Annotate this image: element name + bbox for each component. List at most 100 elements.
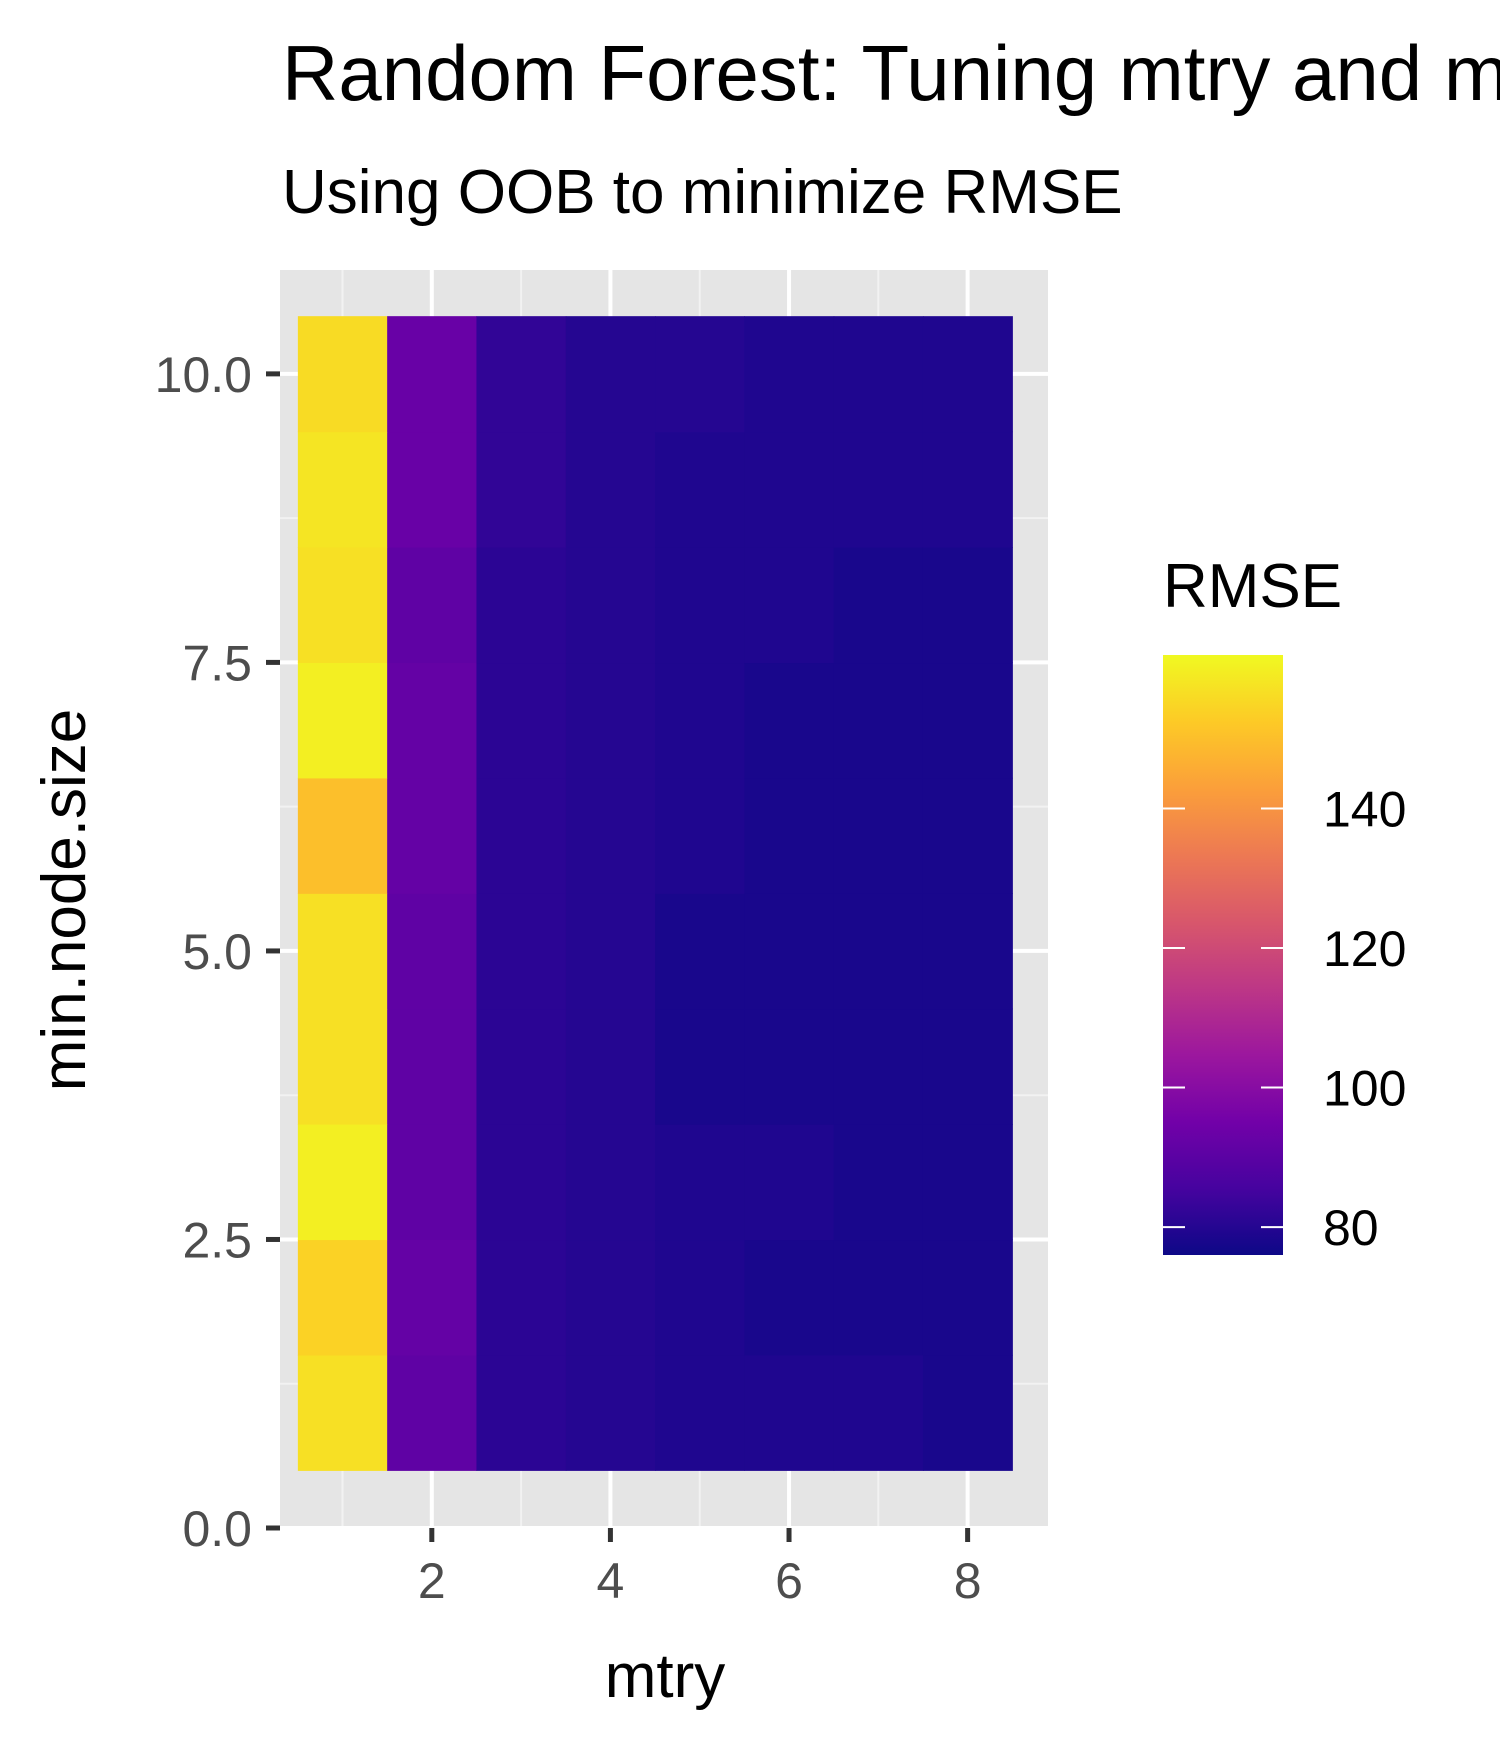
x-tick-label: 8 [954, 1553, 982, 1609]
heatmap-tile [922, 431, 1013, 548]
heatmap-tile [476, 1239, 567, 1356]
heatmap-tile [744, 1124, 835, 1241]
legend-break-label: 140 [1323, 781, 1406, 837]
legend-title: RMSE [1163, 552, 1342, 621]
heatmap-tile [833, 546, 924, 664]
plot-panel [280, 270, 1048, 1530]
heatmap-tile [387, 1124, 478, 1241]
y-axis: 0.0 2.5 5.0 7.5 10.0 [155, 347, 280, 1557]
heatmap-tile [744, 662, 835, 779]
heatmap-tile [297, 777, 388, 894]
y-tick-label: 2.5 [182, 1212, 252, 1268]
legend-break-label: 120 [1323, 921, 1406, 977]
y-tick-label: 5.0 [182, 924, 252, 980]
heatmap-tile [297, 1124, 388, 1241]
heatmap-tile [922, 1354, 1013, 1471]
heatmap-tile [476, 546, 567, 664]
heatmap-tile [655, 316, 745, 433]
heatmap-tile [297, 431, 388, 548]
heatmap-tile [833, 777, 924, 894]
heatmap-tile [744, 1239, 835, 1356]
y-tick-label: 0.0 [182, 1501, 252, 1557]
heatmap-tile [655, 546, 745, 664]
heatmap-tile [297, 662, 388, 779]
heatmap-tile [655, 1008, 745, 1125]
heatmap-tile [297, 1008, 388, 1125]
heatmap-tile [297, 1239, 388, 1356]
color-legend: RMSE 80 100 120 140 [1163, 552, 1406, 1256]
y-tick-label: 7.5 [182, 635, 252, 691]
heatmap-tile [476, 1354, 567, 1471]
heatmap-tile [565, 316, 656, 433]
heatmap-tile [297, 893, 388, 1010]
heatmap-tile [922, 777, 1013, 894]
chart-title: Random Forest: Tuning mtry and min.node.… [282, 29, 1500, 117]
heatmap-tile [476, 777, 567, 894]
heatmap-tile [476, 893, 567, 1010]
legend-break-label: 100 [1323, 1061, 1406, 1117]
heatmap-tile [655, 1354, 745, 1471]
heatmap-tile [655, 662, 745, 779]
heatmap-tile [565, 546, 656, 664]
heatmap-tile [565, 893, 656, 1010]
heatmap-tile [387, 546, 478, 664]
heatmap-tile [387, 662, 478, 779]
heatmap-tile [655, 777, 745, 894]
heatmap-tile [744, 1354, 835, 1471]
heatmap-tile [297, 546, 388, 664]
heatmap-tile [476, 431, 567, 548]
heatmap-tile [833, 1008, 924, 1125]
heatmap-tile [922, 662, 1013, 779]
heatmap-tile [922, 1124, 1013, 1241]
x-tick-label: 2 [418, 1553, 446, 1609]
heatmap-tile [476, 316, 567, 433]
heatmap-tile [387, 893, 478, 1010]
x-tick-label: 6 [775, 1553, 803, 1609]
heatmap-tile [655, 893, 745, 1010]
heatmap-tile [922, 893, 1013, 1010]
heatmap-tiles [297, 316, 1013, 1471]
heatmap-tile [922, 546, 1013, 664]
legend-break-label: 80 [1323, 1200, 1379, 1256]
heatmap-tile [655, 1124, 745, 1241]
heatmap-tile [744, 1008, 835, 1125]
heatmap-tile [297, 316, 388, 433]
heatmap-tile [476, 1008, 567, 1125]
heatmap-tile [387, 1354, 478, 1471]
heatmap-tile [387, 777, 478, 894]
heatmap-tile [387, 431, 478, 548]
heatmap-tile [565, 662, 656, 779]
heatmap-tile [744, 546, 835, 664]
heatmap-tile [565, 431, 656, 548]
heatmap-tile [565, 1354, 656, 1471]
heatmap-tile [833, 1124, 924, 1241]
heatmap-tile [565, 1008, 656, 1125]
x-axis: 2 4 6 8 [418, 1528, 982, 1609]
legend-colorbar [1163, 655, 1283, 1255]
legend-ticks: 80 100 120 140 [1163, 781, 1406, 1256]
chart-subtitle: Using OOB to minimize RMSE [282, 158, 1123, 227]
heatmap-tile [833, 431, 924, 548]
heatmap-tile [833, 1354, 924, 1471]
heatmap-tile [833, 662, 924, 779]
heatmap-tile [833, 316, 924, 433]
heatmap-tile [565, 1124, 656, 1241]
x-tick-label: 4 [597, 1553, 625, 1609]
heatmap-tile [833, 1239, 924, 1356]
heatmap-tile [387, 1008, 478, 1125]
heatmap-tile [922, 316, 1013, 433]
heatmap-tile [476, 1124, 567, 1241]
heatmap-tile [297, 1354, 388, 1471]
heatmap-tile [833, 893, 924, 1010]
heatmap-tile [476, 662, 567, 779]
heatmap-tile [387, 316, 478, 433]
y-tick-label: 10.0 [155, 347, 252, 403]
heatmap-tile [744, 777, 835, 894]
heatmap-tile [744, 431, 835, 548]
heatmap-tile [565, 777, 656, 894]
heatmap-tile [565, 1239, 656, 1356]
heatmap-tile [387, 1239, 478, 1356]
heatmap-tile [744, 316, 835, 433]
y-axis-title: min.node.size [30, 709, 99, 1092]
